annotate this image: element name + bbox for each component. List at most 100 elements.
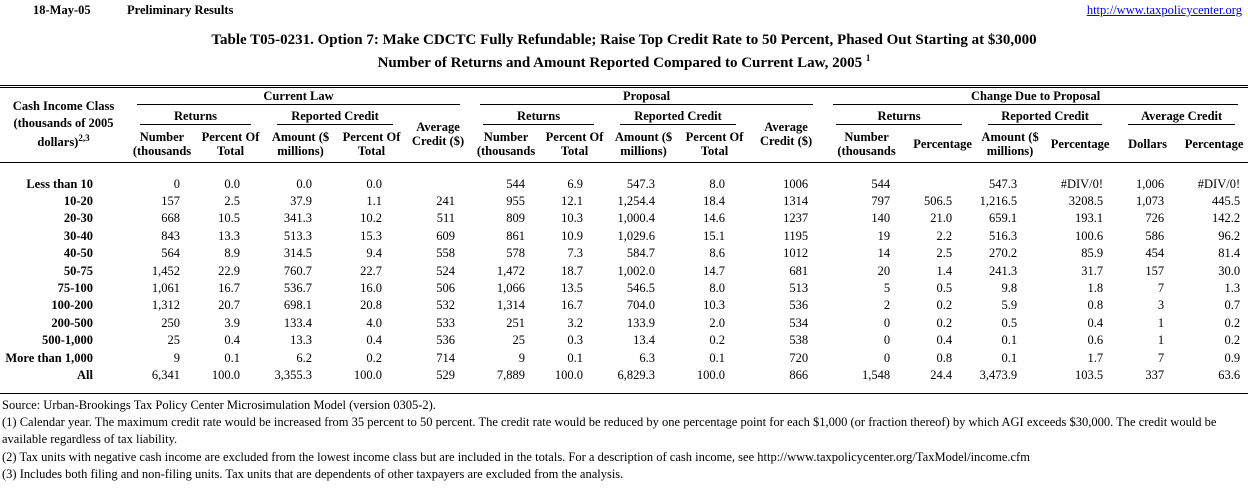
- cell: 2.0: [709, 315, 726, 330]
- cell: 454: [1145, 246, 1165, 261]
- cell: 157: [1145, 263, 1165, 278]
- cell: 193.1: [1074, 211, 1104, 226]
- cell: 445.5: [1212, 194, 1241, 209]
- cell: 133.9: [626, 315, 656, 330]
- cell: 100.6: [1074, 228, 1104, 243]
- cell: 0: [883, 350, 891, 365]
- cell: 5: [883, 281, 891, 296]
- cell: 533: [436, 315, 456, 330]
- cell: 534: [789, 315, 809, 330]
- cell: 714: [436, 350, 456, 365]
- cell: 1.4: [936, 263, 953, 278]
- cell: 14: [877, 246, 891, 261]
- table-subtitle: Number of Returns and Amount Reported Co…: [377, 52, 871, 71]
- group-header-proposal: Proposal: [470, 86, 823, 107]
- cell: 0.3: [567, 333, 584, 348]
- cell: 1,254.4: [617, 194, 656, 209]
- cell: 668: [161, 211, 180, 226]
- source-note: Source: Urban-Brookings Tax Policy Cente…: [2, 398, 436, 413]
- cell: 2: [883, 298, 891, 313]
- column-header-ch-dollars: Dollars: [1115, 126, 1181, 163]
- column-header-cl-percent: Percent Of Total: [197, 126, 264, 163]
- footnotes: Source: Urban-Brookings Tax Policy Cente…: [0, 397, 1248, 483]
- cell: 31.7: [1081, 263, 1104, 278]
- cell: 0: [883, 315, 891, 330]
- cell: 0.1: [709, 350, 726, 365]
- table-row: 500-1,000 25 0.4 13.3 0.4 536 25 0.3 13.4 0.2 538 0…: [0, 332, 1248, 349]
- cell: 1: [1157, 333, 1165, 348]
- cell: 1314: [783, 194, 809, 209]
- cell: 513: [789, 281, 809, 296]
- cell: 547.3: [626, 176, 656, 191]
- cell: 1,000.4: [617, 211, 656, 226]
- table-row: 50-75 1,452 22.9 760.7 22.7 524 1,472 18.7 1,002…: [0, 262, 1248, 279]
- cell: #DIV/0!: [1197, 176, 1241, 191]
- cell: 532: [436, 298, 456, 313]
- table-header: Cash Income Class (thousands of 2005 dol…: [0, 86, 1248, 163]
- cell: 251: [506, 315, 526, 330]
- subgroup-ch-returns: Returns: [823, 107, 975, 126]
- cell: 9: [518, 350, 526, 365]
- column-header-cl-percent2: Percent Of Total: [337, 126, 406, 163]
- cell: 0.2: [1224, 333, 1241, 348]
- cell: 2.5: [936, 246, 953, 261]
- cell: 546.5: [626, 281, 656, 296]
- cell: 1,006: [1135, 176, 1165, 191]
- cell: 513.3: [283, 228, 312, 243]
- taxpolicycenter-link[interactable]: http://www.taxpolicycenter.org: [1086, 3, 1242, 17]
- cell: 659.1: [988, 211, 1018, 226]
- cell: 0.4: [936, 333, 953, 348]
- cell: 1,061: [151, 281, 180, 296]
- report-date: 18-May-05: [33, 3, 91, 17]
- cell: 506: [436, 281, 456, 296]
- status-label: Preliminary Results: [127, 3, 234, 17]
- table-row: More than 1,000 9 0.1 6.2 0.2 714 9 0.1 6.3 0.1 72…: [0, 349, 1248, 366]
- column-header-p-average-credit: Average Credit ($): [749, 107, 824, 163]
- cell: 9.8: [1001, 281, 1018, 296]
- cell: 578: [506, 246, 526, 261]
- column-header-cl-amount: Amount ($ millions): [264, 126, 337, 163]
- cell: 564: [161, 246, 180, 261]
- cell: [910, 162, 975, 193]
- cell: 1012: [783, 246, 809, 261]
- table-row: 10-20 157 2.5 37.9 1.1 241 955 12.1 1,254.4 18.4 1…: [0, 193, 1248, 210]
- cell: 0.7: [1224, 298, 1241, 313]
- table-row: 30-40 843 13.3 513.3 15.3 609 861 10.9 1,029.6 15…: [0, 228, 1248, 245]
- cell: 142.2: [1212, 211, 1241, 226]
- row-label: 75-100: [57, 281, 93, 296]
- table-row: All 6,341 100.0 3,355.3 100.0 529 7,889 100.0 6,…: [0, 367, 1248, 394]
- cell: #DIV/0!: [1060, 176, 1104, 191]
- cell: 726: [1145, 211, 1165, 226]
- cell: 18.7: [561, 263, 584, 278]
- cell: 720: [789, 350, 809, 365]
- cell: 797: [871, 194, 891, 209]
- cell: 20.8: [360, 298, 382, 313]
- cell: 157: [161, 194, 180, 209]
- cell: 100.0: [696, 367, 726, 382]
- cell: 20.7: [218, 298, 240, 313]
- cell: 314.5: [283, 246, 312, 261]
- table-row: 40-50 564 8.9 314.5 9.4 558 578 7.3 584.7 8.6 1012…: [0, 245, 1248, 262]
- cell: 0.5: [936, 281, 953, 296]
- cell: 18.4: [703, 194, 726, 209]
- column-header-p-percent: Percent Of Total: [542, 126, 608, 163]
- cell: 0.1: [567, 350, 584, 365]
- cell: 7: [1157, 350, 1165, 365]
- cell: 85.9: [1081, 246, 1104, 261]
- cell: 1237: [783, 211, 809, 226]
- column-header-ch-number: Number (thousands: [823, 126, 911, 163]
- cell: 10.5: [218, 211, 240, 226]
- cell: 15.1: [703, 228, 726, 243]
- cell: 25: [512, 333, 526, 348]
- cell: 0.1: [1001, 350, 1018, 365]
- cell: 100.0: [554, 367, 584, 382]
- footnote-3: (3) Includes both filing and non-filing …: [2, 466, 624, 481]
- row-label: 100-200: [51, 298, 93, 313]
- footnote-2: (2) Tax units with negative cash income …: [2, 449, 1030, 464]
- row-label: 200-500: [51, 315, 93, 330]
- cell: 8.6: [709, 246, 726, 261]
- cell: 536: [436, 333, 456, 348]
- cell: 1,029.6: [617, 228, 656, 243]
- table-row: 75-100 1,061 16.7 536.7 16.0 506 1,066 13.5 546.…: [0, 280, 1248, 297]
- column-header-ch-percentage2: Percentage: [1045, 126, 1116, 163]
